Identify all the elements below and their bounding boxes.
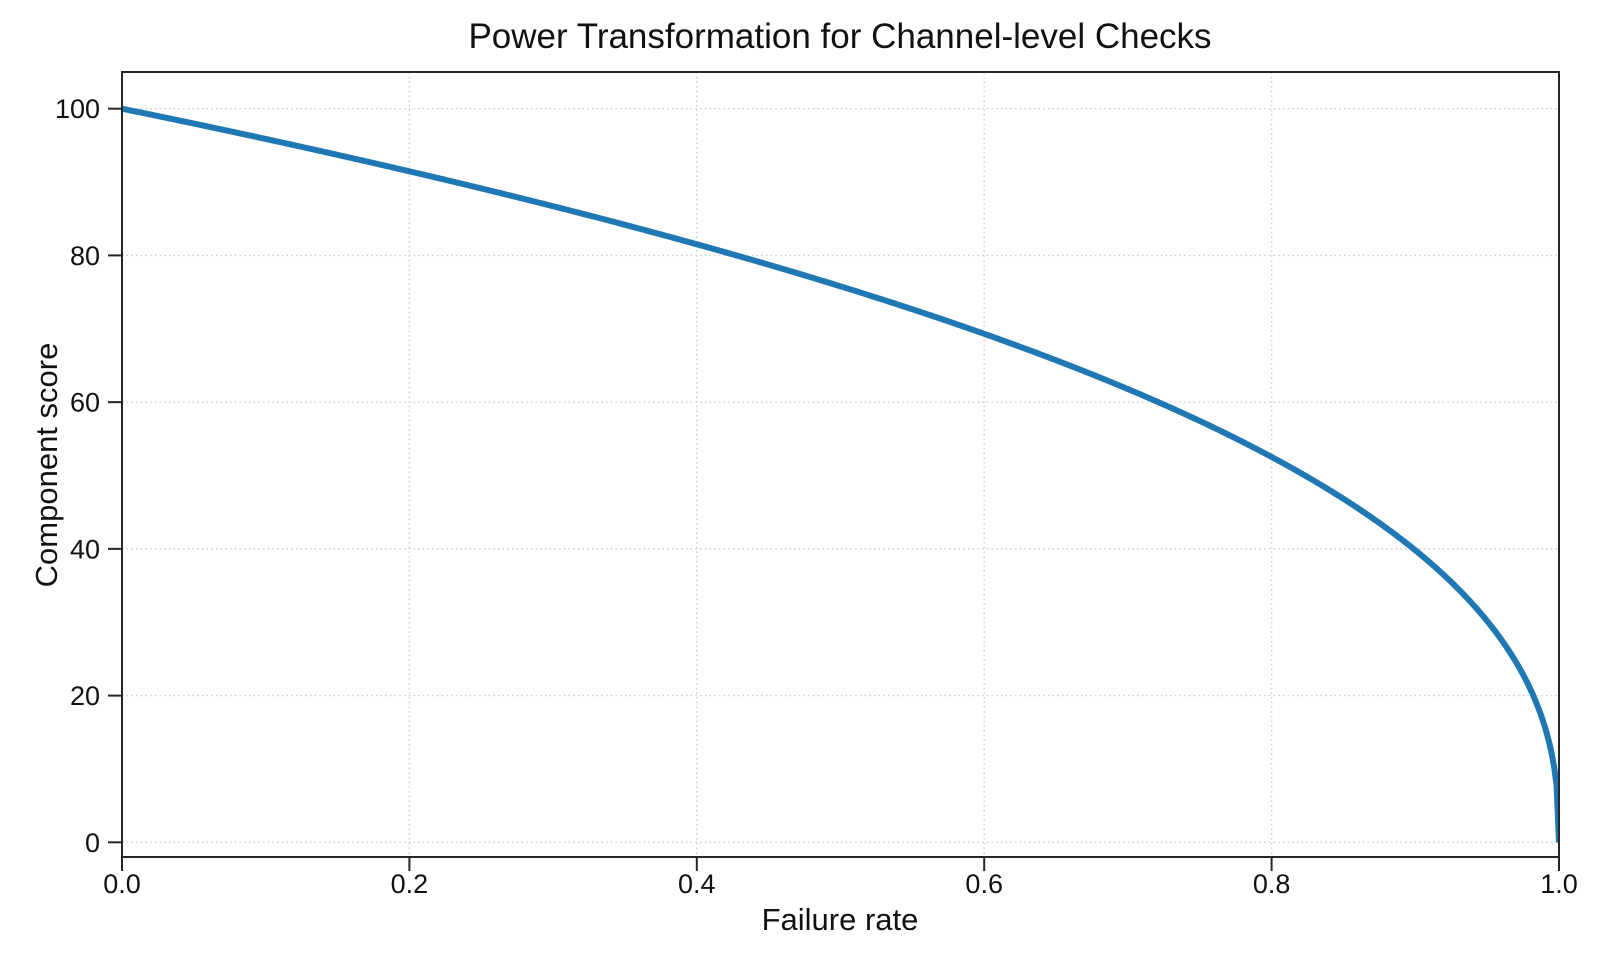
tick-label-layer: 0.0 0.2 0.4 0.6 0.8 1.0 0 20 40 60 80 100: [55, 94, 1578, 899]
y-tick-label-20: 20: [70, 681, 100, 711]
y-axis-label: Component score: [29, 343, 64, 588]
chart-title: Power Transformation for Channel-level C…: [468, 17, 1211, 56]
x-tick-label-1.0: 1.0: [1540, 869, 1578, 899]
x-tick-label-0.4: 0.4: [678, 869, 716, 899]
x-axis-label: Failure rate: [762, 902, 919, 937]
tick-layer: [108, 107, 1560, 871]
y-tick-label-80: 80: [70, 241, 100, 271]
y-tick-label-0: 0: [85, 828, 100, 858]
spine-layer: [121, 71, 1560, 858]
x-tick-label-0.6: 0.6: [965, 869, 1003, 899]
y-tick-label-40: 40: [70, 534, 100, 564]
grid-layer: [121, 72, 1560, 857]
plot-border: [121, 71, 1560, 858]
x-tick-label-0.0: 0.0: [103, 869, 141, 899]
y-tick-label-100: 100: [55, 94, 100, 124]
series-layer: [122, 105, 1559, 843]
y-tick-label-60: 60: [70, 388, 100, 418]
component-score-curve: [122, 105, 1559, 843]
x-tick-label-0.8: 0.8: [1253, 869, 1291, 899]
x-tick-label-0.2: 0.2: [391, 869, 429, 899]
